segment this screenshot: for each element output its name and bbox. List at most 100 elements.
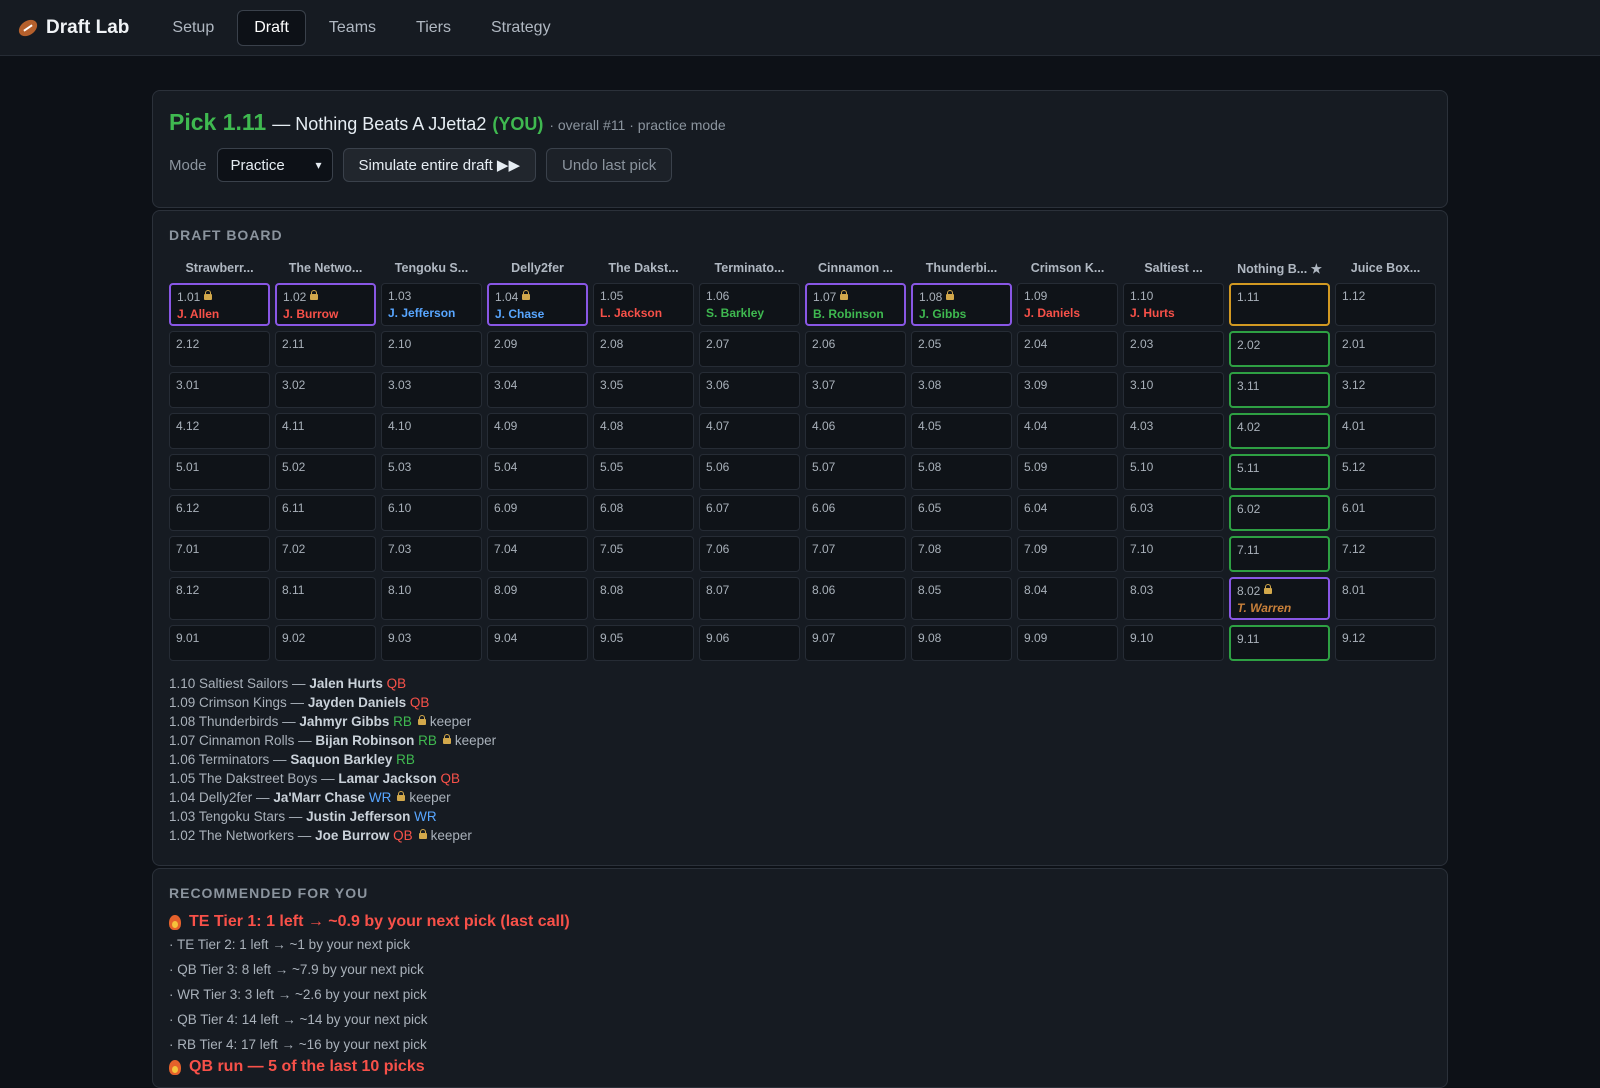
draft-cell[interactable]: 7.10 [1123, 536, 1224, 572]
draft-cell[interactable]: 1.03 J. Jefferson [381, 283, 482, 326]
draft-cell[interactable]: 9.06 [699, 625, 800, 661]
draft-cell[interactable]: 1.04 J. Chase [487, 283, 588, 326]
draft-cell[interactable]: 3.05 [593, 372, 694, 408]
draft-cell[interactable]: 9.09 [1017, 625, 1118, 661]
draft-cell[interactable]: 7.04 [487, 536, 588, 572]
draft-cell[interactable]: 2.11 [275, 331, 376, 367]
draft-cell[interactable]: 5.09 [1017, 454, 1118, 490]
draft-cell[interactable]: 6.03 [1123, 495, 1224, 531]
draft-cell[interactable]: 3.07 [805, 372, 906, 408]
draft-cell[interactable]: 8.11 [275, 577, 376, 620]
draft-cell[interactable]: 7.12 [1335, 536, 1436, 572]
draft-cell[interactable]: 6.04 [1017, 495, 1118, 531]
draft-cell[interactable]: 9.03 [381, 625, 482, 661]
draft-cell[interactable]: 4.08 [593, 413, 694, 449]
draft-cell[interactable]: 4.01 [1335, 413, 1436, 449]
draft-cell[interactable]: 1.11 [1229, 283, 1330, 326]
draft-cell[interactable]: 8.12 [169, 577, 270, 620]
draft-cell[interactable]: 5.01 [169, 454, 270, 490]
draft-cell[interactable]: 6.01 [1335, 495, 1436, 531]
draft-cell[interactable]: 9.07 [805, 625, 906, 661]
undo-pick-button[interactable]: Undo last pick [546, 148, 673, 182]
draft-cell[interactable]: 1.10 J. Hurts [1123, 283, 1224, 326]
draft-cell[interactable]: 4.10 [381, 413, 482, 449]
draft-cell[interactable]: 2.09 [487, 331, 588, 367]
mode-select[interactable]: Practice ▾ [216, 148, 333, 182]
draft-cell[interactable]: 9.12 [1335, 625, 1436, 661]
draft-cell[interactable]: 5.12 [1335, 454, 1436, 490]
draft-cell[interactable]: 1.09 J. Daniels [1017, 283, 1118, 326]
draft-cell[interactable]: 3.12 [1335, 372, 1436, 408]
draft-cell[interactable]: 8.07 [699, 577, 800, 620]
draft-cell[interactable]: 7.02 [275, 536, 376, 572]
draft-cell[interactable]: 4.05 [911, 413, 1012, 449]
draft-cell[interactable]: 5.03 [381, 454, 482, 490]
draft-cell[interactable]: 9.10 [1123, 625, 1224, 661]
draft-cell[interactable]: 5.05 [593, 454, 694, 490]
tab-draft[interactable]: Draft [237, 9, 306, 46]
draft-cell[interactable]: 7.09 [1017, 536, 1118, 572]
draft-cell[interactable]: 4.12 [169, 413, 270, 449]
draft-cell[interactable]: 6.07 [699, 495, 800, 531]
draft-cell[interactable]: 8.03 [1123, 577, 1224, 620]
draft-cell[interactable]: 7.03 [381, 536, 482, 572]
draft-cell[interactable]: 9.11 [1229, 625, 1330, 661]
draft-cell[interactable]: 8.02 T. Warren [1229, 577, 1330, 620]
draft-cell[interactable]: 5.04 [487, 454, 588, 490]
draft-cell[interactable]: 9.04 [487, 625, 588, 661]
draft-cell[interactable]: 7.06 [699, 536, 800, 572]
draft-cell[interactable]: 5.10 [1123, 454, 1224, 490]
draft-cell[interactable]: 4.11 [275, 413, 376, 449]
draft-cell[interactable]: 8.10 [381, 577, 482, 620]
draft-cell[interactable]: 9.08 [911, 625, 1012, 661]
draft-cell[interactable]: 7.08 [911, 536, 1012, 572]
draft-cell[interactable]: 3.08 [911, 372, 1012, 408]
draft-cell[interactable]: 3.11 [1229, 372, 1330, 408]
draft-cell[interactable]: 4.07 [699, 413, 800, 449]
draft-cell[interactable]: 1.05 L. Jackson [593, 283, 694, 326]
draft-cell[interactable]: 2.12 [169, 331, 270, 367]
draft-cell[interactable]: 1.12 [1335, 283, 1436, 326]
draft-cell[interactable]: 3.10 [1123, 372, 1224, 408]
draft-cell[interactable]: 9.05 [593, 625, 694, 661]
draft-cell[interactable]: 8.08 [593, 577, 694, 620]
draft-cell[interactable]: 7.11 [1229, 536, 1330, 572]
tab-strategy[interactable]: Strategy [490, 18, 551, 36]
draft-cell[interactable]: 8.09 [487, 577, 588, 620]
draft-cell[interactable]: 3.01 [169, 372, 270, 408]
draft-cell[interactable]: 5.11 [1229, 454, 1330, 490]
draft-cell[interactable]: 5.07 [805, 454, 906, 490]
draft-cell[interactable]: 6.08 [593, 495, 694, 531]
draft-cell[interactable]: 2.05 [911, 331, 1012, 367]
simulate-draft-button[interactable]: Simulate entire draft ▶▶ [342, 148, 537, 182]
tab-setup[interactable]: Setup [172, 18, 215, 36]
draft-cell[interactable]: 3.02 [275, 372, 376, 408]
draft-cell[interactable]: 3.04 [487, 372, 588, 408]
draft-cell[interactable]: 1.07 B. Robinson [805, 283, 906, 326]
draft-cell[interactable]: 6.11 [275, 495, 376, 531]
tab-tiers[interactable]: Tiers [416, 18, 451, 36]
draft-cell[interactable]: 1.02 J. Burrow [275, 283, 376, 326]
draft-cell[interactable]: 9.01 [169, 625, 270, 661]
tab-teams[interactable]: Teams [328, 18, 377, 36]
draft-cell[interactable]: 8.05 [911, 577, 1012, 620]
draft-cell[interactable]: 1.08 J. Gibbs [911, 283, 1012, 326]
draft-cell[interactable]: 7.07 [805, 536, 906, 572]
draft-cell[interactable]: 8.01 [1335, 577, 1436, 620]
draft-cell[interactable]: 2.03 [1123, 331, 1224, 367]
draft-cell[interactable]: 4.02 [1229, 413, 1330, 449]
draft-cell[interactable]: 4.09 [487, 413, 588, 449]
draft-cell[interactable]: 6.06 [805, 495, 906, 531]
draft-cell[interactable]: 2.10 [381, 331, 482, 367]
draft-cell[interactable]: 6.09 [487, 495, 588, 531]
draft-cell[interactable]: 6.02 [1229, 495, 1330, 531]
draft-cell[interactable]: 8.04 [1017, 577, 1118, 620]
draft-cell[interactable]: 7.01 [169, 536, 270, 572]
draft-cell[interactable]: 2.06 [805, 331, 906, 367]
draft-cell[interactable]: 8.06 [805, 577, 906, 620]
draft-cell[interactable]: 2.04 [1017, 331, 1118, 367]
draft-cell[interactable]: 7.05 [593, 536, 694, 572]
draft-cell[interactable]: 6.12 [169, 495, 270, 531]
draft-cell[interactable]: 4.04 [1017, 413, 1118, 449]
draft-cell[interactable]: 9.02 [275, 625, 376, 661]
